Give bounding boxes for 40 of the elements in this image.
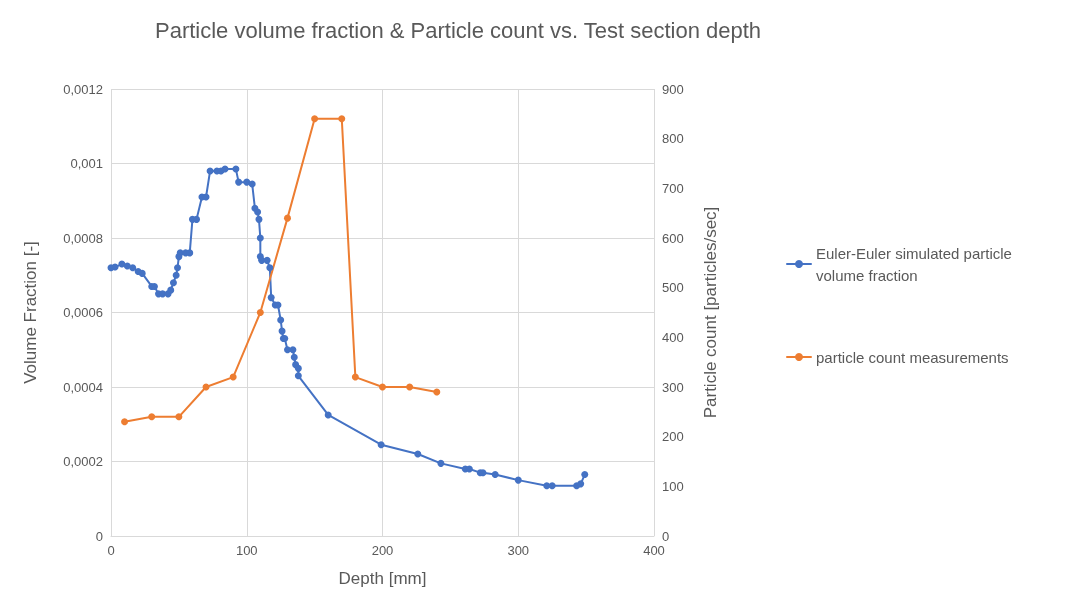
point: [256, 309, 264, 316]
point: [229, 373, 237, 381]
x-tick-label: 300: [507, 543, 530, 558]
legend-label: Euler-Euler simulated particle volume fraction: [816, 244, 1017, 284]
y-tick-label: 0,0008: [63, 230, 103, 246]
y-tick-label: 0,0012: [63, 81, 103, 97]
point: [351, 373, 359, 381]
point: [283, 214, 291, 222]
y2-tick-label: 900: [662, 81, 684, 97]
y2-tick-label: 100: [662, 478, 684, 494]
y2-tick-label: 200: [662, 429, 684, 445]
point: [311, 115, 319, 123]
x-axis-title: Depth [mm]: [338, 569, 427, 588]
point: [148, 413, 156, 421]
chart-title: Particle volume fraction & Particle count vs. Test section depth: [155, 17, 762, 43]
y-tick-label: 0,0002: [63, 454, 103, 469]
point: [433, 388, 441, 396]
y-axis-title: Volume Fraction [-]: [21, 241, 40, 384]
x-tick-label: 400: [643, 543, 665, 558]
y2-axis-title: Particle count [particles/sec]: [701, 206, 720, 419]
y2-tick-label: 700: [662, 180, 684, 196]
y2-tick-label: 600: [662, 230, 684, 246]
y-tick-label: 0,001: [70, 156, 103, 171]
y-tick-label: 0,0006: [63, 305, 103, 320]
y2-tick-label: 400: [662, 329, 684, 345]
point: [175, 413, 183, 421]
y2-tick-label: 500: [662, 280, 684, 296]
x-tick-label: 200: [371, 543, 394, 558]
y2-tick-label: 300: [662, 379, 684, 395]
y-tick-label: 0,0004: [63, 379, 103, 395]
y-tick-label: 0: [95, 528, 103, 544]
point: [379, 383, 386, 391]
x-tick-label: 0: [107, 543, 115, 558]
x-tick-label: 100: [235, 543, 258, 558]
y2-tick-label: 800: [662, 131, 684, 147]
point: [406, 383, 414, 391]
y2-tick-label: 0: [662, 528, 670, 544]
point: [121, 418, 129, 426]
point: [338, 115, 346, 123]
legend-label: particle count measurements: [816, 348, 1009, 366]
